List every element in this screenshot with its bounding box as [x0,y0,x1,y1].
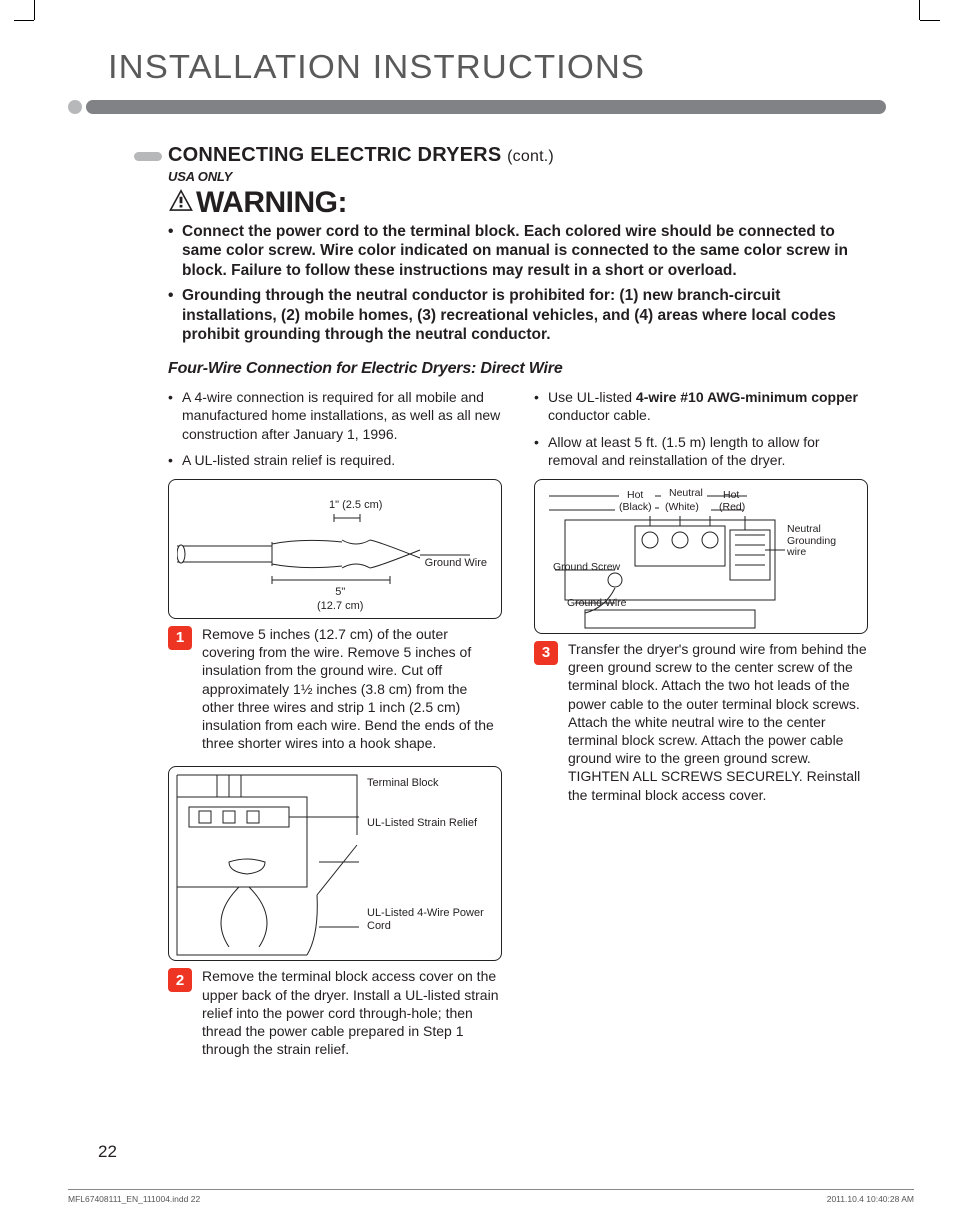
section-heading: CONNECTING ELECTRIC DRYERS (cont.) [168,144,554,167]
list-item: Use UL-listed 4-wire #10 AWG-minimum cop… [534,388,868,424]
page-number: 22 [98,1142,117,1162]
content-area: CONNECTING ELECTRIC DRYERS (cont.) USA O… [168,144,868,1072]
dim-inches: 5" [335,586,345,598]
right-bullets: Use UL-listed 4-wire #10 AWG-minimum cop… [534,388,868,469]
warning-icon [168,186,194,220]
title-bar [68,100,886,114]
bullet-bold: 4-wire #10 AWG-minimum copper [636,389,858,405]
usa-only-label: USA ONLY [168,169,868,184]
ground-screw-label: Ground Screw [553,562,620,574]
dim-cm: (12.7 cm) [317,600,363,612]
warning-item: Grounding through the neutral conductor … [168,286,868,344]
warning-item: Connect the power cord to the terminal b… [168,222,868,280]
left-bullets: A 4-wire connection is required for all … [168,388,502,469]
ground-wire-label: Ground Wire [567,598,627,610]
dimension-bar-icon [333,514,361,522]
terminal-install-illustration-icon [169,767,364,962]
warning-list: Connect the power cord to the terminal b… [168,222,868,344]
title-bar-fill [86,100,886,114]
crop-mark [14,20,34,21]
section-bullet-icon [134,152,162,161]
footer-timestamp: 2011.10.4 10:40:28 AM [827,1194,914,1204]
footer-filename: MFL67408111_EN_111004.indd 22 [68,1194,200,1204]
print-footer: MFL67408111_EN_111004.indd 22 2011.10.4 … [68,1189,914,1204]
neutral-label: Neutral [669,488,703,500]
page-content: INSTALLATION INSTRUCTIONS CONNECTING ELE… [68,48,886,1072]
step-1: 1 Remove 5 inches (12.7 cm) of the outer… [168,625,502,752]
bullet-post: conductor cable. [548,407,651,423]
neutral-grounding-wire-label: Neutral Grounding wire [787,524,847,559]
dimension-label: 1" (2.5 cm) [329,498,382,512]
step-text: Remove 5 inches (12.7 cm) of the outer c… [202,625,502,752]
section-heading-row: CONNECTING ELECTRIC DRYERS (cont.) [134,144,868,167]
step-text: Remove the terminal block access cover o… [202,967,502,1058]
main-title: INSTALLATION INSTRUCTIONS [108,48,925,86]
title-dot-icon [68,100,82,114]
crop-mark [920,20,940,21]
bullet-pre: Use UL-listed [548,389,636,405]
crop-mark [919,0,920,20]
dimension-label: 5" (12.7 cm) [317,585,363,614]
step-number-badge: 1 [168,626,192,650]
subheading: Four-Wire Connection for Electric Dryers… [168,360,868,378]
step-number-badge: 2 [168,968,192,992]
hot-red-label: Hot [723,490,739,502]
left-column: A 4-wire connection is required for all … [168,388,502,1072]
section-heading-cont: (cont.) [507,148,554,165]
power-cord-label: UL-Listed 4-Wire Power Cord [367,907,501,932]
right-column: Use UL-listed 4-wire #10 AWG-minimum cop… [534,388,868,1072]
dimension-bar-icon [271,576,391,584]
ground-wire-label: Ground Wire [425,556,487,570]
strain-relief-label: UL-Listed Strain Relief [367,817,477,830]
terminal-block-label: Terminal Block [367,777,439,790]
warning-heading: WARNING: [168,186,868,220]
step-3: 3 Transfer the dryer's ground wire from … [534,640,868,804]
diagram-wire-prep: 1" (2.5 cm) Ground Wire 5" (12.7 cm) [168,479,502,619]
two-column-layout: A 4-wire connection is required for all … [168,388,868,1072]
step-2: 2 Remove the terminal block access cover… [168,967,502,1058]
diagram-terminal-wiring: Hot (Black) Neutral (White) Hot (Red) Ne… [534,479,868,634]
section-heading-main: CONNECTING ELECTRIC DRYERS [168,144,501,166]
list-item: A 4-wire connection is required for all … [168,388,502,443]
hot-black-label: Hot [627,490,643,502]
neutral-sub: (White) [665,502,699,514]
list-item: A UL-listed strain relief is required. [168,451,502,469]
step-number-badge: 3 [534,641,558,665]
hot-black-sub: (Black) [619,502,652,514]
list-item: Allow at least 5 ft. (1.5 m) length to a… [534,433,868,469]
step-text: Transfer the dryer's ground wire from be… [568,640,868,804]
warning-heading-text: WARNING: [196,186,347,220]
crop-mark [34,0,35,20]
hot-red-sub: (Red) [719,502,745,514]
diagram-terminal-install: Terminal Block UL-Listed Strain Relief U… [168,766,502,961]
